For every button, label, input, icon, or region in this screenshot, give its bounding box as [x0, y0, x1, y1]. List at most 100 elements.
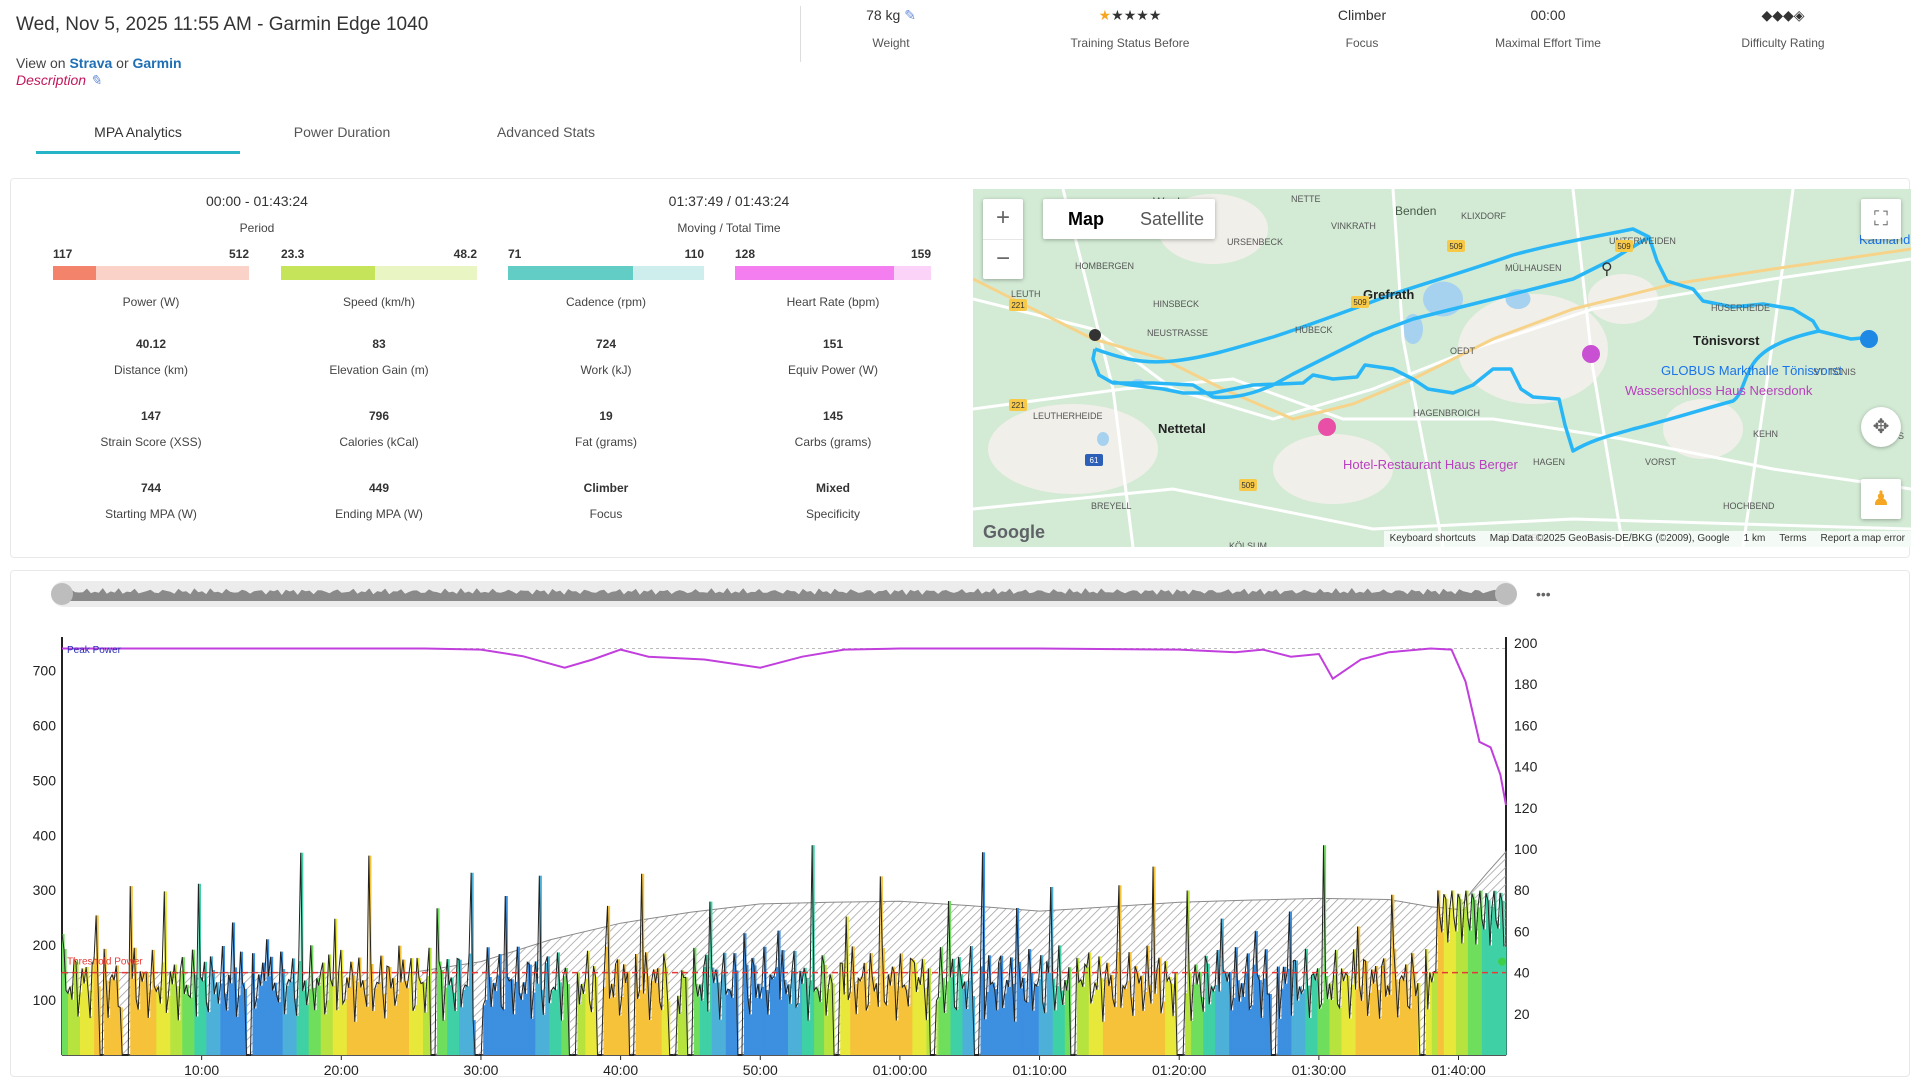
power-bar [210, 956, 213, 1055]
pegman-icon[interactable]: ♟ [1861, 479, 1901, 519]
power-bar [1333, 975, 1337, 1055]
place-label: HÜSERHEIDE [1711, 303, 1770, 313]
description-link[interactable]: Description ✎ [16, 72, 102, 89]
power-bar [262, 962, 266, 1055]
map-scale[interactable]: 1 km [1743, 533, 1766, 544]
analysis-tabs: MPA Analytics Power Duration Advanced St… [36, 118, 636, 158]
power-bar [998, 962, 1002, 1055]
tab-mpa-analytics[interactable]: MPA Analytics [36, 118, 240, 154]
road-shield-label: 509 [1353, 298, 1367, 307]
power-bar [1241, 983, 1244, 1055]
metric-label: Equiv Power (W) [787, 363, 879, 377]
power-bar [828, 989, 831, 1055]
power-bar [980, 966, 984, 1055]
power-bar [1173, 1016, 1176, 1055]
metric-value: 724 [595, 337, 617, 351]
power-bar [1127, 981, 1130, 1055]
power-bar [1475, 944, 1479, 1055]
power-bar [1000, 955, 1004, 1055]
power-bar [1259, 980, 1262, 1055]
power-bar [727, 989, 731, 1055]
map-type-map-button[interactable]: Map [1068, 209, 1104, 229]
recenter-icon[interactable]: ✥ [1861, 407, 1901, 447]
power-bar [449, 985, 452, 1055]
zoom-in-button[interactable]: + [995, 204, 1010, 231]
route-map[interactable]: ⚲WankumerBendenNETTEVINKRATHKLIXDORFURSE… [973, 189, 1911, 547]
power-bar [609, 998, 613, 1055]
fullscreen-icon[interactable]: ⛶ [1861, 199, 1901, 239]
power-bar [770, 974, 773, 1055]
power-bar [924, 989, 927, 1055]
power-bar [200, 977, 203, 1055]
power-bar [280, 951, 284, 1055]
power-bar [625, 982, 629, 1055]
tab-power-duration[interactable]: Power Duration [293, 124, 391, 140]
power-bar [344, 999, 348, 1055]
terms-link[interactable]: Terms [1779, 533, 1807, 544]
power-bar [1393, 948, 1397, 1055]
power-bar [1361, 1000, 1365, 1055]
power-bar [1030, 972, 1034, 1055]
road-shield-label: 509 [1449, 242, 1463, 251]
map-type-satellite-button[interactable]: Satellite [1139, 209, 1205, 229]
power-bar [288, 979, 292, 1055]
metric-label: Strain Score (XSS) [100, 435, 202, 449]
place-label: HAGEN [1533, 457, 1565, 467]
period-label: Period [239, 221, 275, 235]
power-bar [768, 1014, 771, 1055]
power-chart[interactable]: ••• 100 200 300 400 500 600 700 20 40 60 80 100 120 14… [11, 571, 1909, 1076]
report-error-link[interactable]: Report a map error [1820, 533, 1905, 544]
metric-label: Work (kJ) [580, 363, 632, 377]
tab-advanced-stats[interactable]: Advanced Stats [496, 124, 596, 140]
power-bar [765, 989, 769, 1055]
peak-power-label: Peak Power [67, 645, 122, 656]
power-bar [553, 987, 556, 1055]
y-tick-right: 100 [1514, 841, 1538, 857]
scrubber-right-handle[interactable] [1495, 583, 1517, 605]
scrubber-left-handle[interactable] [51, 583, 73, 605]
diamond-icon: ◆ [1761, 7, 1773, 23]
zoom-out-button[interactable]: − [983, 239, 1023, 279]
power-bar [1347, 975, 1351, 1055]
power-bar [960, 974, 964, 1055]
power-bar [523, 982, 526, 1055]
power-bar [1209, 1004, 1212, 1055]
power-bar [605, 946, 609, 1055]
keyboard-shortcuts-link[interactable]: Keyboard shortcuts [1389, 533, 1476, 544]
power-bar [1112, 999, 1116, 1055]
power-bar [904, 985, 907, 1055]
power-bar [1006, 980, 1010, 1055]
pencil-icon[interactable]: ✎ [89, 72, 102, 88]
power-bar [192, 949, 195, 1055]
power-bar [922, 959, 925, 1055]
power-bar [156, 991, 159, 1055]
power-bar [954, 1006, 958, 1055]
range-min: 71 [508, 247, 522, 261]
x-tick: 40:00 [603, 1062, 638, 1076]
pencil-icon[interactable]: ✎ [904, 7, 916, 23]
power-bar [1369, 993, 1373, 1055]
power-bar [1133, 1015, 1136, 1055]
power-bar [1441, 932, 1445, 1055]
power-bar [561, 1020, 564, 1055]
garmin-link[interactable]: Garmin [132, 55, 182, 71]
power-bar [90, 1018, 93, 1055]
power-bar [1431, 982, 1435, 1055]
power-bar [1439, 916, 1443, 1055]
power-bar [172, 984, 175, 1055]
power-bar [1281, 989, 1284, 1055]
power-bar [96, 915, 99, 1055]
power-bar [1223, 970, 1226, 1055]
power-bar [884, 1001, 887, 1055]
power-bar [82, 968, 85, 1055]
power-bar [469, 953, 472, 1055]
power-bar [1114, 1007, 1118, 1055]
moving-time-label: Moving / Total Time [677, 221, 781, 235]
power-bar [683, 977, 687, 1055]
power-bar [94, 958, 97, 1055]
power-bar [761, 986, 765, 1055]
power-bar [136, 999, 139, 1055]
map-canvas[interactable]: ⚲WankumerBendenNETTEVINKRATHKLIXDORFURSE… [973, 189, 1911, 547]
strava-link[interactable]: Strava [69, 55, 113, 71]
power-bar [1191, 1020, 1194, 1055]
